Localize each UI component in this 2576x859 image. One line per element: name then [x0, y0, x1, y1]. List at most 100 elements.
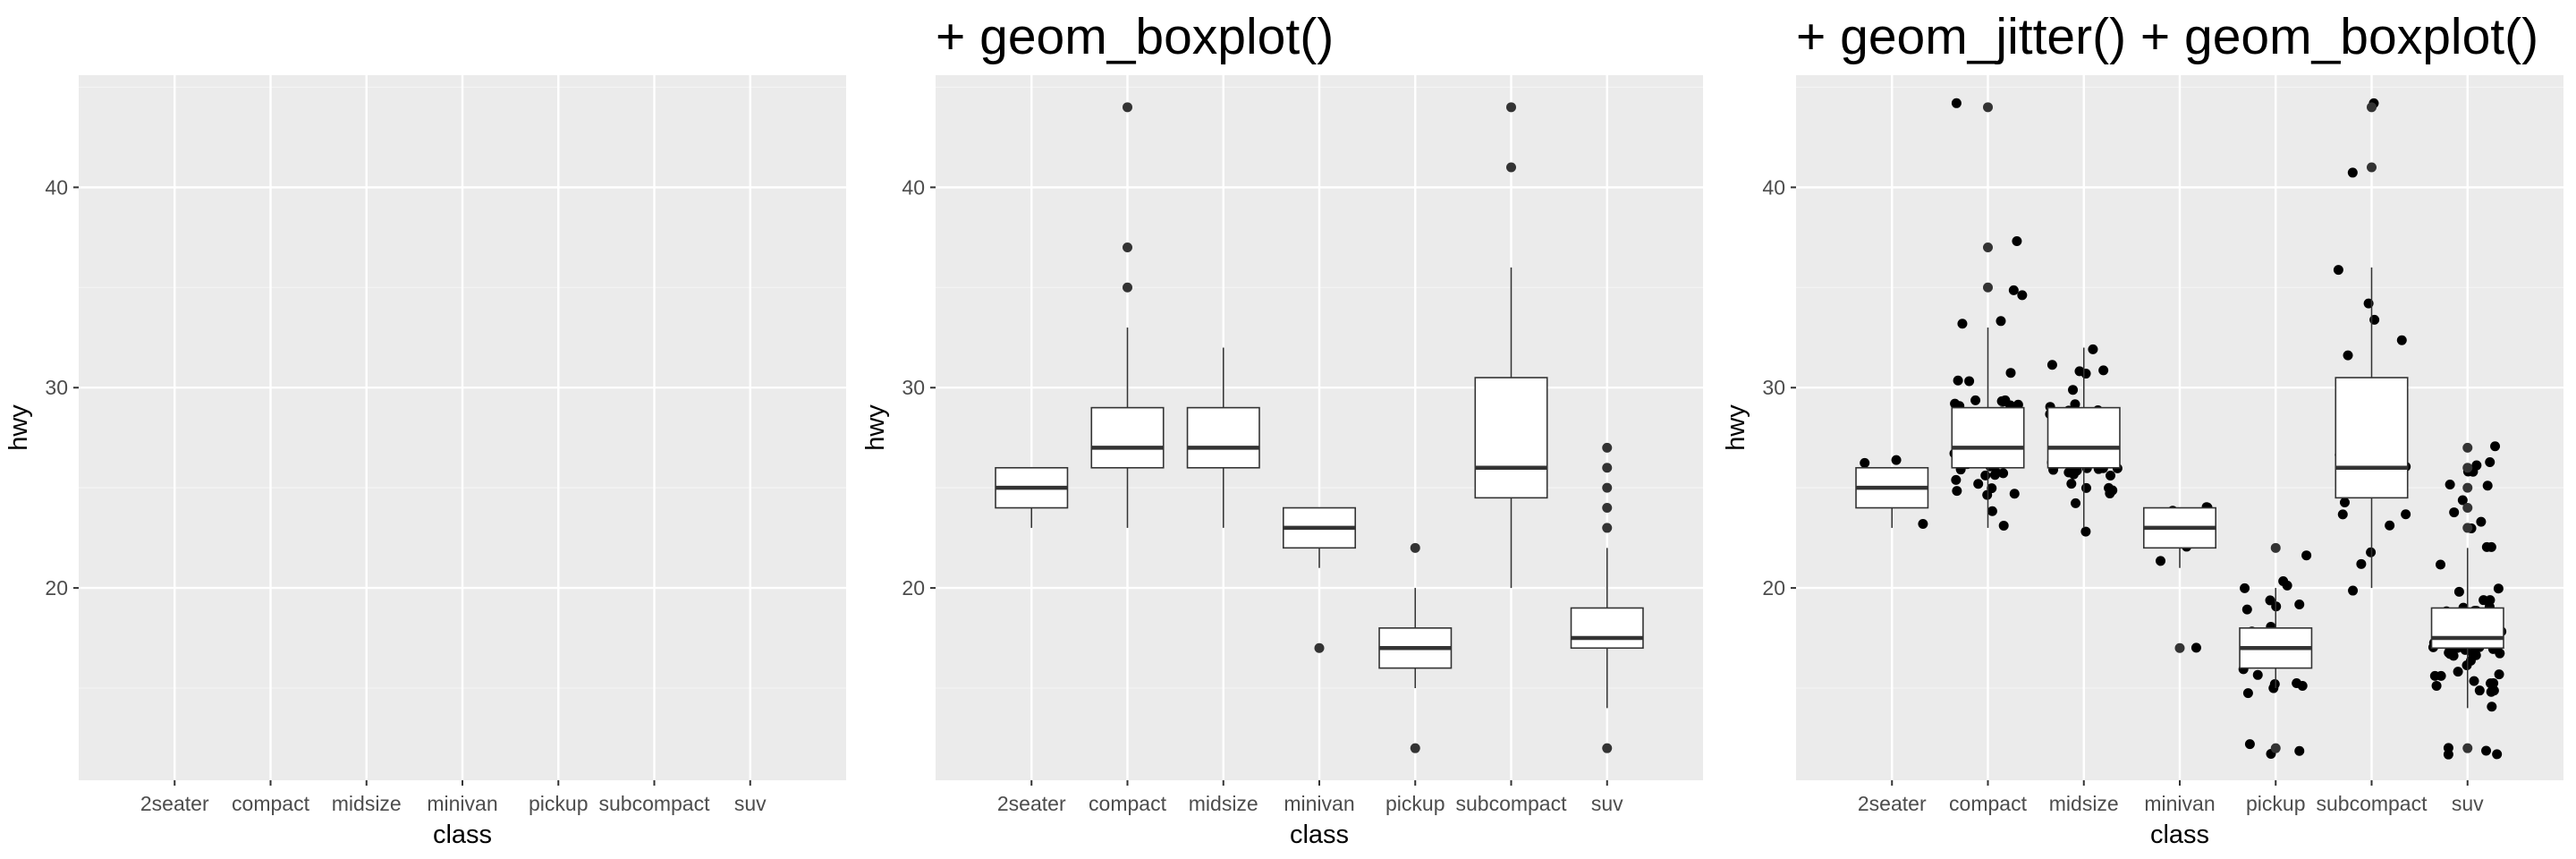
outlier-point: [1602, 503, 1613, 514]
jitter-point: [2481, 745, 2492, 756]
jitter-point: [2490, 441, 2501, 452]
jitter-point: [2242, 688, 2253, 699]
jitter-point: [2481, 541, 2492, 552]
y-axis-label: hwy: [4, 404, 33, 451]
x-axis-label: class: [433, 821, 492, 849]
jitter-point: [2431, 680, 2442, 691]
box: [2334, 377, 2409, 499]
box: [2046, 406, 2121, 469]
jitter-point: [2074, 366, 2085, 377]
outlier-point: [2462, 523, 2473, 533]
x-tick-label: midsize: [2049, 792, 2119, 815]
jitter-point: [2068, 469, 2079, 480]
y-tick-label: 30: [902, 376, 925, 399]
y-tick-label: 20: [45, 576, 68, 600]
jitter-point: [1951, 474, 1962, 485]
x-tick-label: pickup: [529, 792, 588, 815]
jitter-point: [2436, 559, 2446, 570]
jitter-point: [2493, 583, 2504, 594]
boxplot-subcompact: [2334, 102, 2409, 589]
x-tick-label: pickup: [1385, 792, 1445, 815]
boxplot-midsize: [1186, 347, 1260, 528]
box: [1951, 406, 2025, 469]
x-tick-label: subcompact: [598, 792, 710, 815]
jitter-point: [2301, 550, 2312, 561]
panel-title: + geom_jitter() + geom_boxplot(): [1796, 8, 2538, 65]
x-tick-label: suv: [734, 792, 767, 815]
box: [1474, 377, 1548, 499]
jitter-point: [2000, 395, 2011, 405]
jitter-point: [1987, 483, 1997, 494]
x-tick-label: pickup: [2246, 792, 2305, 815]
jitter-point: [2088, 344, 2098, 354]
x-tick-label: minivan: [2144, 792, 2215, 815]
outlier-point: [1506, 102, 1516, 113]
jitter-point: [2098, 365, 2109, 376]
jitter-point: [1970, 395, 1981, 405]
outlier-point: [1602, 482, 1613, 493]
outlier-point: [2270, 743, 2281, 753]
boxplot-suv: [2430, 442, 2504, 753]
x-tick-label: compact: [1949, 792, 2028, 815]
outlier-point: [1314, 642, 1325, 653]
y-tick-label: 30: [45, 376, 68, 399]
x-tick-label: 2seater: [1858, 792, 1927, 815]
jitter-point: [2104, 482, 2114, 493]
jitter-point: [2294, 745, 2305, 756]
x-tick-label: 2seater: [997, 792, 1066, 815]
jitter-point: [1998, 520, 2009, 531]
outlier-point: [1602, 463, 1613, 473]
jitter-point: [1991, 467, 2002, 478]
outlier-point: [2270, 542, 2281, 553]
jitter-point: [2396, 335, 2407, 345]
jitter-point: [1964, 376, 1975, 387]
outlier-point: [1123, 102, 1132, 113]
outlier-point: [2367, 102, 2377, 113]
boxplot-midsize: [2046, 347, 2121, 528]
jitter-point: [1953, 375, 1963, 386]
panel-jitter-boxplot: 20 30 40 2seater compact midsize minivan pickup…: [1722, 8, 2563, 849]
jitter-point: [2066, 479, 2077, 489]
x-tick-label: 2seater: [140, 792, 209, 815]
x-tick-label: suv: [1591, 792, 1623, 815]
jitter-point: [2008, 285, 2019, 295]
jitter-point: [2476, 516, 2487, 527]
outlier-point: [1123, 242, 1132, 253]
outlier-point: [1410, 542, 1420, 553]
y-tick-label: 40: [45, 175, 68, 199]
jitter-point: [2244, 739, 2255, 750]
jitter-point: [2366, 547, 2377, 557]
x-tick-label: suv: [2452, 792, 2484, 815]
y-axis-label: hwy: [1722, 404, 1750, 451]
jitter-point: [2445, 479, 2455, 489]
outlier-point: [1983, 242, 1993, 253]
y-tick-label: 20: [1762, 576, 1785, 600]
jitter-point: [2470, 650, 2481, 660]
y-axis-label: hwy: [861, 404, 890, 451]
jitter-point: [2080, 482, 2091, 493]
panel-title: + geom_boxplot(): [936, 8, 1334, 65]
outlier-point: [1602, 523, 1613, 533]
jitter-point: [1951, 98, 1962, 108]
jitter-point: [2294, 600, 2305, 610]
outlier-point: [1410, 743, 1420, 753]
jitter-point: [2333, 265, 2343, 276]
jitter-point: [2401, 509, 2411, 520]
box: [1090, 406, 1165, 469]
jitter-point: [2486, 686, 2496, 697]
jitter-point: [2348, 585, 2359, 596]
outlier-point: [1506, 162, 1516, 173]
outlier-point: [2462, 503, 2473, 514]
x-tick-label: compact: [232, 792, 310, 815]
box: [1186, 406, 1260, 469]
jitter-point: [2297, 681, 2308, 692]
jitter-point: [2269, 679, 2280, 690]
y-tick-label: 20: [902, 576, 925, 600]
jitter-point: [1987, 506, 1997, 516]
jitter-point: [2487, 702, 2497, 712]
jitter-point: [2356, 558, 2367, 569]
outlier-point: [2462, 743, 2473, 753]
outlier-point: [1123, 282, 1132, 293]
jitter-point: [1918, 518, 1928, 529]
